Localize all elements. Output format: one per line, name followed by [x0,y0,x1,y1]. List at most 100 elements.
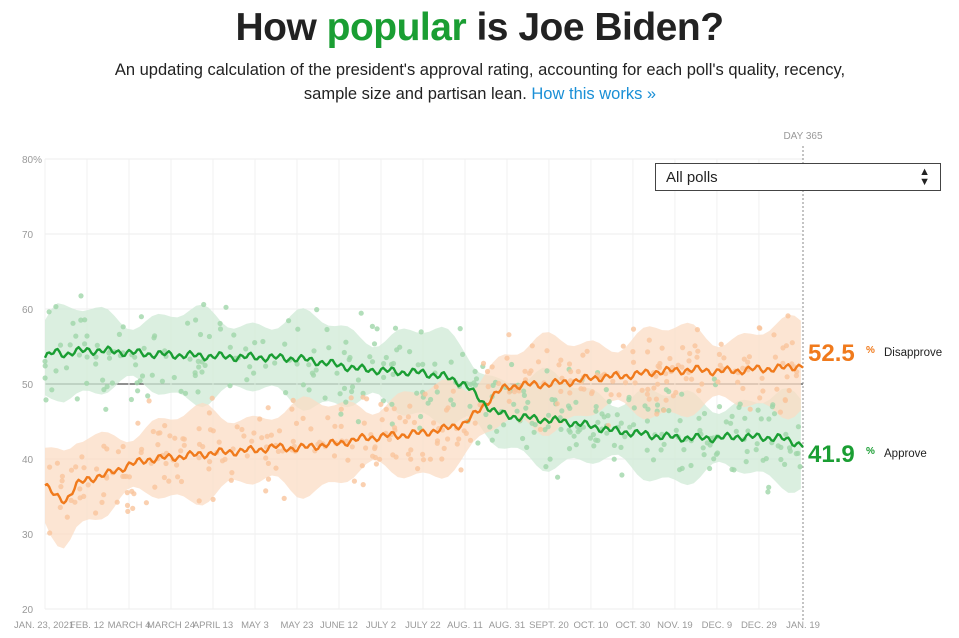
approve-poll-dot [711,376,718,382]
approve-poll-dot [139,373,146,379]
approve-poll-dot [782,461,788,467]
disapprove-poll-dot [427,456,433,462]
disapprove-poll-dot [124,502,131,508]
approve-poll-dot [420,361,426,367]
disapprove-poll-dot [373,461,379,467]
approve-poll-dot [595,419,601,425]
percent-sign: % [866,446,875,457]
disapprove-poll-dot [370,453,376,459]
approve-poll-dot [314,307,320,313]
disapprove-poll-dot [646,337,652,343]
approve-poll-dot [743,459,749,465]
approve-poll-dot [53,304,59,310]
disapprove-poll-dot [506,398,512,404]
disapprove-poll-dot [433,384,439,390]
how-this-works-link[interactable]: How this works » [531,85,657,103]
approve-poll-dot [797,464,803,470]
disapprove-poll-dot [526,370,533,376]
disapprove-poll-dot [535,359,542,365]
disapprove-poll-dot [434,438,441,444]
disapprove-poll-dot [172,435,178,441]
disapprove-poll-dot [456,436,462,442]
disapprove-poll-dot [234,424,240,430]
disapprove-poll-dot [467,437,474,443]
approve-name: Approve [884,448,927,460]
approve-poll-dot [619,472,625,478]
approve-poll-dot [381,361,387,367]
disapprove-poll-dot [630,326,637,332]
disapprove-poll-dot [780,360,786,366]
approve-poll-dot [407,349,413,355]
disapprove-poll-dot [93,510,99,516]
disapprove-poll-dot [135,420,141,426]
disapprove-poll-dot [289,406,295,412]
approve-poll-dot [604,430,610,436]
approve-poll-dot [100,377,106,383]
approve-poll-dot [381,374,387,380]
disapprove-poll-dot [408,456,414,462]
approve-poll-dot [677,418,683,424]
disapprove-poll-dot [608,392,614,398]
approve-poll-dot [744,448,750,455]
approve-poll-dot [593,408,599,414]
disapprove-poll-dot [415,466,421,472]
approve-poll-dot [355,377,361,383]
disapprove-poll-dot [554,401,560,407]
approve-poll-dot [392,325,399,331]
disapprove-poll-dot [544,348,550,354]
disapprove-poll-dot [386,436,392,443]
disapprove-poll-dot [263,488,269,494]
x-tick-label: FEB. 12 [70,620,104,631]
disapprove-poll-dot [692,343,698,349]
approve-poll-dot [383,354,389,361]
approve-poll-dot [432,361,438,367]
page-subtitle: An updating calculation of the president… [100,58,860,106]
poll-filter-select[interactable]: All polls ▲ ▼ [655,163,941,191]
approve-poll-dot [389,401,395,407]
approve-poll-dot [78,317,84,323]
approve-poll-dot [450,402,456,408]
approve-poll-dot [82,341,88,347]
disapprove-poll-dot [77,486,83,492]
disapprove-poll-dot [58,484,64,490]
approve-poll-dot [346,357,352,363]
x-tick-label: JUNE 12 [320,620,358,631]
approve-poll-dot [766,416,772,422]
approve-poll-dot [263,363,269,369]
disapprove-poll-dot [567,378,574,384]
disapprove-poll-dot [786,387,792,394]
disapprove-poll-dot [64,514,70,520]
disapprove-poll-dot [345,457,351,463]
disapprove-poll-dot [694,327,701,333]
disapprove-poll-dot [589,389,595,395]
approve-poll-dot [76,352,82,358]
disapprove-poll-dot [241,433,247,439]
disapprove-poll-dot [463,430,469,436]
disapprove-poll-dot [441,445,447,451]
approve-poll-dot [84,354,90,360]
approve-poll-dot [753,447,759,453]
disapprove-poll-dot [445,436,451,442]
approve-poll-dot [546,412,552,418]
approve-poll-dot [524,444,530,450]
disapprove-poll-dot [567,390,573,396]
approve-poll-dot [195,389,201,395]
disapprove-poll-dot [782,397,788,403]
approve-poll-dot [322,395,328,401]
disapprove-poll-dot [667,355,673,362]
disapprove-poll-dot [77,495,83,501]
disapprove-poll-dot [645,386,651,392]
disapprove-poll-dot [216,439,222,445]
approve-poll-dot [390,360,397,367]
approve-poll-dot [341,385,348,391]
disapprove-poll-dot [680,345,686,351]
disapprove-poll-dot [361,420,367,426]
approve-poll-dot [448,359,454,365]
disapprove-poll-dot [580,352,586,358]
disapprove-poll-dot [715,379,721,385]
disapprove-poll-dot [445,405,451,411]
disapprove-poll-dot [584,348,590,354]
disapprove-poll-dot [663,397,669,403]
disapprove-poll-dot [747,406,753,412]
disapprove-poll-dot [257,416,263,422]
